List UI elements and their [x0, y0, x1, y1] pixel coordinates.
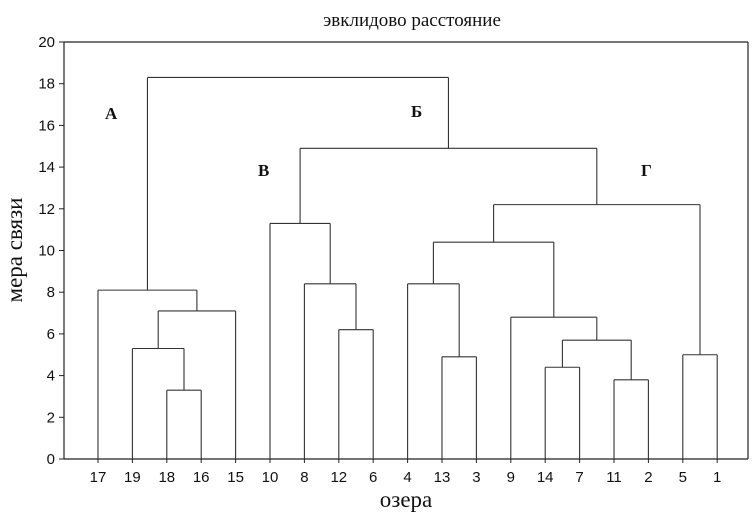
cluster-label-a: А [105, 104, 118, 123]
y-tick-label: 8 [47, 284, 55, 301]
x-tick-label: 10 [262, 469, 279, 486]
y-tick-label: 12 [38, 201, 55, 218]
x-tick-label: 17 [90, 469, 107, 486]
chart-title: эвклидово расстояние [323, 10, 501, 31]
x-tick-label: 15 [227, 469, 244, 486]
x-tick-label: 6 [369, 469, 377, 486]
x-tick-label: 5 [679, 469, 687, 486]
x-tick-label: 3 [472, 469, 480, 486]
cluster-label-g: Г [641, 161, 652, 180]
x-tick-label: 16 [193, 469, 210, 486]
cluster-label-v: В [258, 161, 269, 180]
y-tick-label: 10 [38, 243, 55, 260]
y-axis-title: мера связи [2, 198, 27, 303]
y-tick-label: 2 [47, 409, 55, 426]
y-tick-label: 16 [38, 117, 55, 134]
x-tick-label: 4 [403, 469, 411, 486]
y-tick-label: 14 [38, 159, 55, 176]
x-tick-label: 14 [537, 469, 554, 486]
y-tick-label: 6 [47, 326, 55, 343]
x-tick-label: 18 [158, 469, 175, 486]
x-tick-label: 1 [713, 469, 721, 486]
dendrogram-links [97, 76, 718, 459]
x-tick-label: 11 [606, 469, 622, 486]
x-tick-label: 9 [507, 469, 515, 486]
x-tick-label: 19 [124, 469, 141, 486]
x-tick-label: 2 [644, 469, 652, 486]
y-tick-label: 20 [38, 34, 55, 51]
y-tick-label: 18 [38, 76, 55, 93]
cluster-label-b: Б [411, 102, 422, 121]
x-tick-label: 7 [575, 469, 583, 486]
y-ticks: 0 2 4 6 8 10 12 14 16 18 20 [38, 34, 64, 468]
x-tick-label: 12 [330, 469, 347, 486]
x-tick-label: 13 [434, 469, 451, 486]
y-tick-label: 0 [47, 451, 55, 468]
x-axis-title: озера [380, 487, 433, 512]
x-tick-label: 8 [300, 469, 308, 486]
plot-area [63, 41, 749, 460]
y-tick-label: 4 [47, 368, 55, 385]
x-ticks: 17 19 18 16 15 10 8 12 6 4 13 3 9 14 7 11 2 5 1 [90, 459, 721, 486]
